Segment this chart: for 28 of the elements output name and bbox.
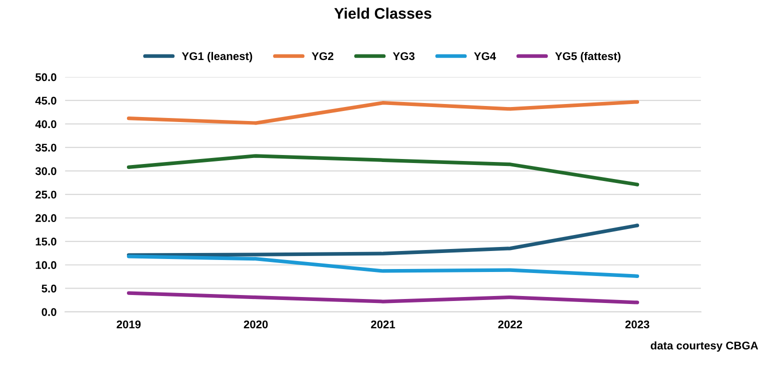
line-series: [126, 154, 640, 186]
y-tick-label: 45.0: [35, 96, 56, 105]
y-tick-label: 20.0: [36, 214, 56, 222]
legend-label: YG4: [474, 52, 496, 60]
y-tick-label: 40.0: [35, 120, 56, 128]
y-tick-label: 5.0: [42, 284, 56, 292]
y-tick-label: 15.0: [36, 238, 56, 246]
y-tick-label: 50.0: [35, 73, 56, 82]
y-tick-label: 25.0: [36, 190, 56, 199]
x-tick-label: 2023: [625, 320, 650, 328]
text: data courtesy CBGA: [650, 341, 758, 352]
legend-label: YG3: [392, 52, 415, 60]
line-series: [126, 254, 640, 278]
y-tick-label: 10.0: [36, 261, 56, 270]
line-series: [126, 100, 640, 125]
x-tick-label: 2019: [116, 320, 141, 328]
x-tick-label: 2022: [498, 320, 522, 328]
line-series: [126, 291, 640, 304]
chart-title: Yield Classes: [334, 8, 432, 19]
y-tick-label: 30.0: [35, 167, 56, 176]
legend-label: YG1 (leanest): [182, 52, 252, 62]
legend-label: YG5 (fattest): [555, 52, 620, 62]
y-tick-label: 35.0: [35, 144, 56, 152]
legend-label: YG2: [312, 52, 334, 60]
line-series: [126, 224, 640, 257]
x-tick-label: 2020: [244, 320, 268, 328]
x-tick-label: 2021: [371, 320, 396, 328]
y-tick-label: 0.0: [42, 308, 56, 316]
